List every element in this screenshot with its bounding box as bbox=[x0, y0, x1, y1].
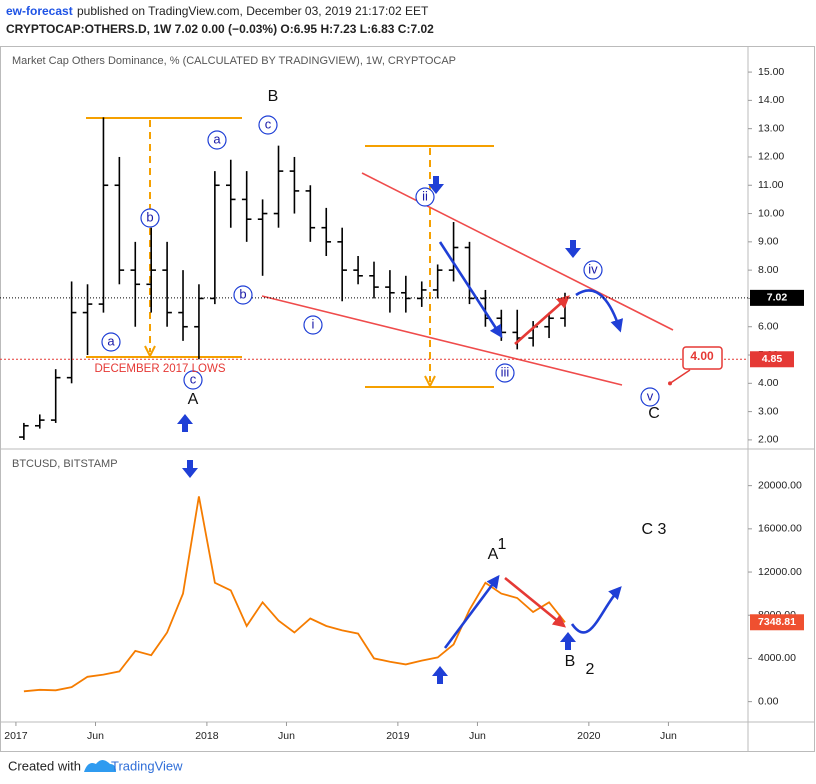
wave-arrow bbox=[514, 295, 570, 345]
target-dot bbox=[668, 381, 672, 386]
y-tick-label: 10.00 bbox=[758, 207, 784, 219]
wave-label: A bbox=[188, 391, 199, 408]
y-tick-label: 15.00 bbox=[758, 66, 784, 78]
wave-circle bbox=[640, 387, 660, 407]
wave-circle bbox=[207, 130, 227, 150]
symbol-line: CRYPTOCAP:OTHERS.D, 1W 7.02 0.00 (−0.03%… bbox=[6, 22, 434, 36]
wave-label: a bbox=[213, 131, 221, 146]
down-arrow bbox=[565, 240, 581, 258]
wave-circle bbox=[140, 208, 160, 228]
x-tick-label: 2020 bbox=[577, 730, 601, 742]
wedge-line bbox=[361, 172, 674, 331]
pane-title: BTCUSD, BITSTAMP bbox=[12, 458, 118, 470]
wave-label: c bbox=[190, 371, 197, 386]
price-line bbox=[23, 496, 566, 693]
x-tick-label: Jun bbox=[278, 730, 295, 742]
wave-arrow bbox=[504, 576, 567, 628]
footer-brand[interactable]: TradingView bbox=[111, 758, 183, 773]
wave-circle bbox=[258, 115, 278, 135]
pane-title: Market Cap Others Dominance, % (CALCULAT… bbox=[12, 55, 456, 67]
footer-text: Created with bbox=[8, 758, 81, 773]
wave-arrow bbox=[438, 241, 503, 339]
wave-label: i bbox=[312, 316, 315, 331]
annotation: DECEMBER 2017 LOWS bbox=[94, 363, 225, 375]
author[interactable]: ew-forecast bbox=[6, 4, 73, 18]
last-value-label: 7.02 bbox=[767, 292, 788, 304]
down-arrow bbox=[182, 460, 198, 478]
wave-label: iii bbox=[501, 364, 510, 379]
reference-label: 4.85 bbox=[762, 353, 783, 365]
wave-circle bbox=[183, 370, 203, 390]
wave-arrow bbox=[570, 586, 622, 634]
up-arrow bbox=[560, 632, 576, 650]
y-tick-label: 11.00 bbox=[758, 179, 784, 191]
target-pointer bbox=[669, 369, 691, 384]
measure-arrow bbox=[144, 345, 156, 359]
reference-label-box bbox=[750, 351, 794, 368]
wave-circle bbox=[495, 363, 515, 383]
wave-label: ii bbox=[422, 188, 428, 203]
wave-label: B bbox=[268, 88, 279, 105]
wave-label: 1 bbox=[498, 536, 507, 553]
wave-circle bbox=[233, 285, 253, 305]
wave-label: b bbox=[146, 209, 153, 224]
target-label: 4.00 bbox=[690, 349, 714, 363]
up-arrow bbox=[177, 414, 193, 432]
y-tick-label: 2.00 bbox=[758, 434, 779, 446]
wave-arrow bbox=[443, 574, 500, 649]
y-tick-label: 16000.00 bbox=[758, 523, 802, 535]
wave-circle bbox=[303, 315, 323, 335]
wave-circle bbox=[101, 332, 121, 352]
wave-label: C bbox=[648, 405, 660, 422]
x-tick-label: 2017 bbox=[4, 730, 28, 742]
wave-label: c bbox=[265, 116, 272, 131]
x-tick-label: 2018 bbox=[195, 730, 219, 742]
frame bbox=[0, 46, 815, 752]
down-arrow bbox=[428, 176, 444, 194]
wedge-line bbox=[261, 295, 623, 386]
wave-label: A bbox=[488, 546, 499, 563]
wave-label: B bbox=[565, 653, 576, 670]
y-tick-label: 4.00 bbox=[758, 377, 779, 389]
target-box bbox=[682, 346, 723, 370]
wave-label: 2 bbox=[586, 661, 595, 678]
measure-lines bbox=[86, 117, 494, 389]
y-tick-label: 4000.00 bbox=[758, 652, 796, 664]
plot bbox=[19, 117, 570, 693]
x-tick-label: Jun bbox=[87, 730, 104, 742]
wave-circle bbox=[583, 260, 603, 280]
y-tick-label: 8.00 bbox=[758, 264, 779, 276]
y-tick-label: 12.00 bbox=[758, 151, 784, 163]
up-arrow bbox=[432, 666, 448, 684]
x-tick-label: Jun bbox=[469, 730, 486, 742]
last-value-label: 7348.81 bbox=[758, 616, 796, 628]
x-tick-label: Jun bbox=[660, 730, 677, 742]
wave-label: iv bbox=[588, 261, 598, 276]
wave-label: C 3 bbox=[642, 521, 667, 538]
y-tick-label: 3.00 bbox=[758, 405, 779, 417]
measure-arrow bbox=[424, 375, 436, 389]
wave-label: v bbox=[647, 388, 654, 403]
y-tick-label: 20000.00 bbox=[758, 479, 802, 491]
last-value-box bbox=[750, 289, 804, 306]
published: published on TradingView.com, December 0… bbox=[77, 4, 429, 18]
y-tick-label: 9.00 bbox=[758, 236, 779, 248]
y-tick-label: 12000.00 bbox=[758, 566, 802, 578]
wave-paths bbox=[438, 241, 624, 649]
y-tick-label: 13.00 bbox=[758, 122, 784, 134]
footer-logo bbox=[84, 760, 116, 772]
y-tick-label: 0.00 bbox=[758, 695, 779, 707]
wave-circle bbox=[415, 187, 435, 207]
wave-label: b bbox=[239, 286, 246, 301]
x-tick-label: 2019 bbox=[386, 730, 410, 742]
y-tick-label: 14.00 bbox=[758, 94, 784, 106]
wave-label: a bbox=[107, 333, 115, 348]
y-tick-label: 6.00 bbox=[758, 321, 779, 333]
last-value-box bbox=[750, 614, 804, 631]
big-arrows bbox=[177, 176, 581, 684]
